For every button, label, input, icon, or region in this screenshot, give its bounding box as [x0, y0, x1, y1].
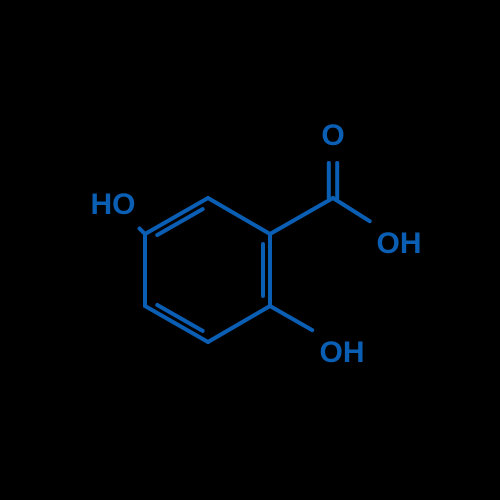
hydroxyl-ortho-label: OH	[320, 336, 365, 370]
hydroxyl-para-label: HO	[91, 188, 136, 222]
bond-layer	[0, 0, 500, 500]
chemical-structure-diagram: O OH OH HO	[0, 0, 500, 500]
hydroxyl-acid-label: OH	[377, 227, 422, 261]
oxygen-carbonyl-label: O	[321, 119, 344, 153]
